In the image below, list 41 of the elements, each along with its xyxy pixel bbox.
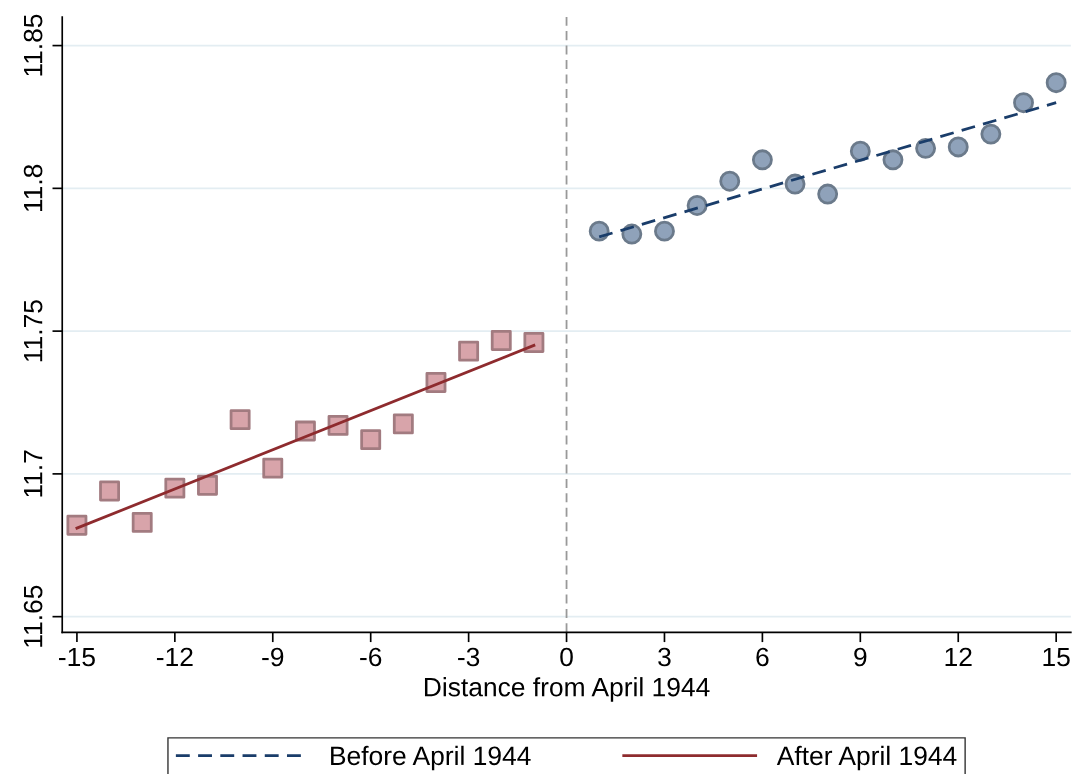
legend-label: Before April 1944 xyxy=(331,745,531,771)
point xyxy=(66,514,88,536)
point xyxy=(490,330,512,351)
point xyxy=(751,149,773,171)
legend-label: After April 1944 xyxy=(776,745,957,771)
point xyxy=(686,195,708,216)
point xyxy=(360,429,382,451)
y-tick-label: 11.7 xyxy=(24,450,43,497)
point xyxy=(523,332,545,353)
point xyxy=(99,480,121,502)
x-tick-label: 0 xyxy=(560,647,573,667)
point xyxy=(947,136,969,158)
y-tick-label: 11.65 xyxy=(23,585,43,647)
point xyxy=(197,474,218,496)
x-tick-label: 15 xyxy=(1043,647,1070,667)
point xyxy=(1013,92,1034,114)
point xyxy=(262,457,284,479)
point xyxy=(882,149,904,171)
x-tick-label: 9 xyxy=(854,647,867,667)
point xyxy=(392,413,414,435)
x-tick-label: -6 xyxy=(360,647,382,667)
point xyxy=(980,123,1002,145)
x-tick-label: 3 xyxy=(658,647,671,667)
point xyxy=(1045,72,1067,94)
point xyxy=(229,409,251,431)
x-tick-label: 6 xyxy=(756,647,769,667)
point xyxy=(458,340,480,362)
point xyxy=(719,170,741,192)
x-axis-title: Distance from April 1944 xyxy=(424,677,710,702)
y-tick-label: 11.8 xyxy=(23,164,43,212)
x-tick-label: -15 xyxy=(59,647,95,667)
point xyxy=(131,511,153,533)
point xyxy=(817,183,839,205)
x-tick-label: -12 xyxy=(156,647,193,667)
x-tick-label: 12 xyxy=(945,647,972,667)
y-tick-label: 11.75 xyxy=(24,300,43,362)
x-tick-label: -3 xyxy=(458,647,480,667)
point xyxy=(849,140,871,162)
y-tick-label: 11.85 xyxy=(23,14,43,76)
point xyxy=(654,220,675,242)
x-tick-label: -9 xyxy=(262,647,284,667)
